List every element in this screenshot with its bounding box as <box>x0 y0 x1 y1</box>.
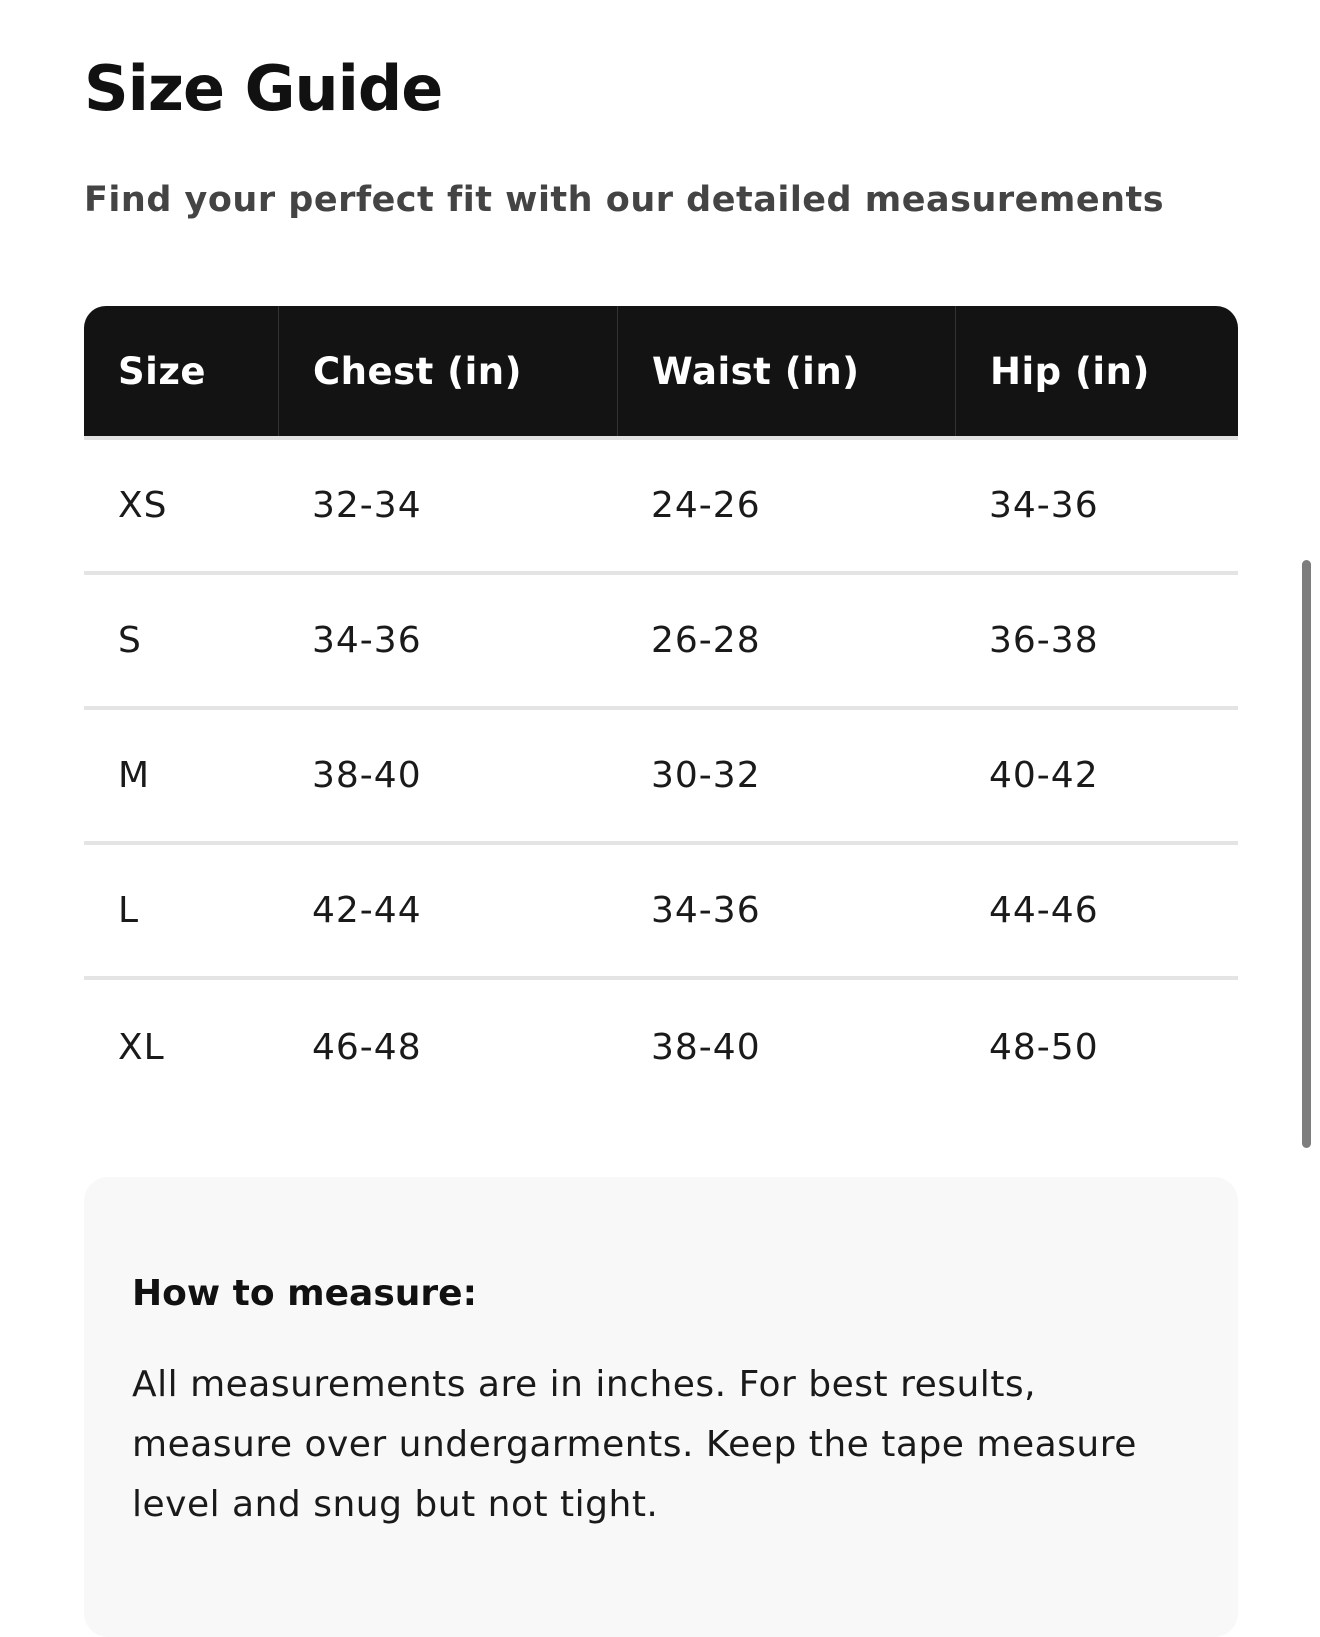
how-to-measure-text: All measurements are in inches. For best… <box>132 1364 1137 1525</box>
page-title: Size Guide <box>84 52 443 125</box>
cell-waist: 38-40 <box>651 1027 761 1068</box>
column-header-hip: Hip (in) <box>955 306 1238 436</box>
table-row: XS 32-34 24-26 34-36 <box>84 440 1238 575</box>
cell-waist: 30-32 <box>651 755 761 796</box>
cell-hip: 40-42 <box>989 755 1099 796</box>
cell-waist: 26-28 <box>651 620 761 661</box>
cell-chest: 46-48 <box>312 1027 422 1068</box>
table-row: L 42-44 34-36 44-46 <box>84 845 1238 980</box>
scrollbar-thumb[interactable] <box>1302 560 1311 1148</box>
table-row: M 38-40 30-32 40-42 <box>84 710 1238 845</box>
cell-size: M <box>118 755 151 796</box>
cell-size: S <box>118 620 142 661</box>
table-row: S 34-36 26-28 36-38 <box>84 575 1238 710</box>
cell-chest: 38-40 <box>312 755 422 796</box>
cell-hip: 34-36 <box>989 485 1099 526</box>
page-subtitle: Find your perfect fit with our detailed … <box>84 180 1165 220</box>
cell-hip: 48-50 <box>989 1027 1099 1068</box>
cell-hip: 44-46 <box>989 890 1099 931</box>
cell-size: XS <box>118 485 168 526</box>
cell-chest: 32-34 <box>312 485 422 526</box>
cell-size: XL <box>118 1027 165 1068</box>
cell-hip: 36-38 <box>989 620 1099 661</box>
cell-chest: 34-36 <box>312 620 422 661</box>
table-body: XS 32-34 24-26 34-36 S 34-36 26-28 36-38 M 38-40 3… <box>84 440 1238 1115</box>
table-header: Size Chest (in) Waist (in) Hip (in) <box>84 306 1238 440</box>
cell-waist: 34-36 <box>651 890 761 931</box>
how-to-measure-panel: How to measure: All measurements are in … <box>84 1177 1238 1637</box>
cell-waist: 24-26 <box>651 485 761 526</box>
column-header-chest: Chest (in) <box>278 306 617 436</box>
size-table: Size Chest (in) Waist (in) Hip (in) XS 32… <box>84 306 1238 1115</box>
cell-size: L <box>118 890 140 931</box>
how-to-measure-heading: How to measure: <box>132 1273 477 1314</box>
column-header-size: Size <box>118 349 206 393</box>
cell-chest: 42-44 <box>312 890 422 931</box>
column-header-waist: Waist (in) <box>617 306 955 436</box>
table-row: XL 46-48 38-40 48-50 <box>84 980 1238 1115</box>
